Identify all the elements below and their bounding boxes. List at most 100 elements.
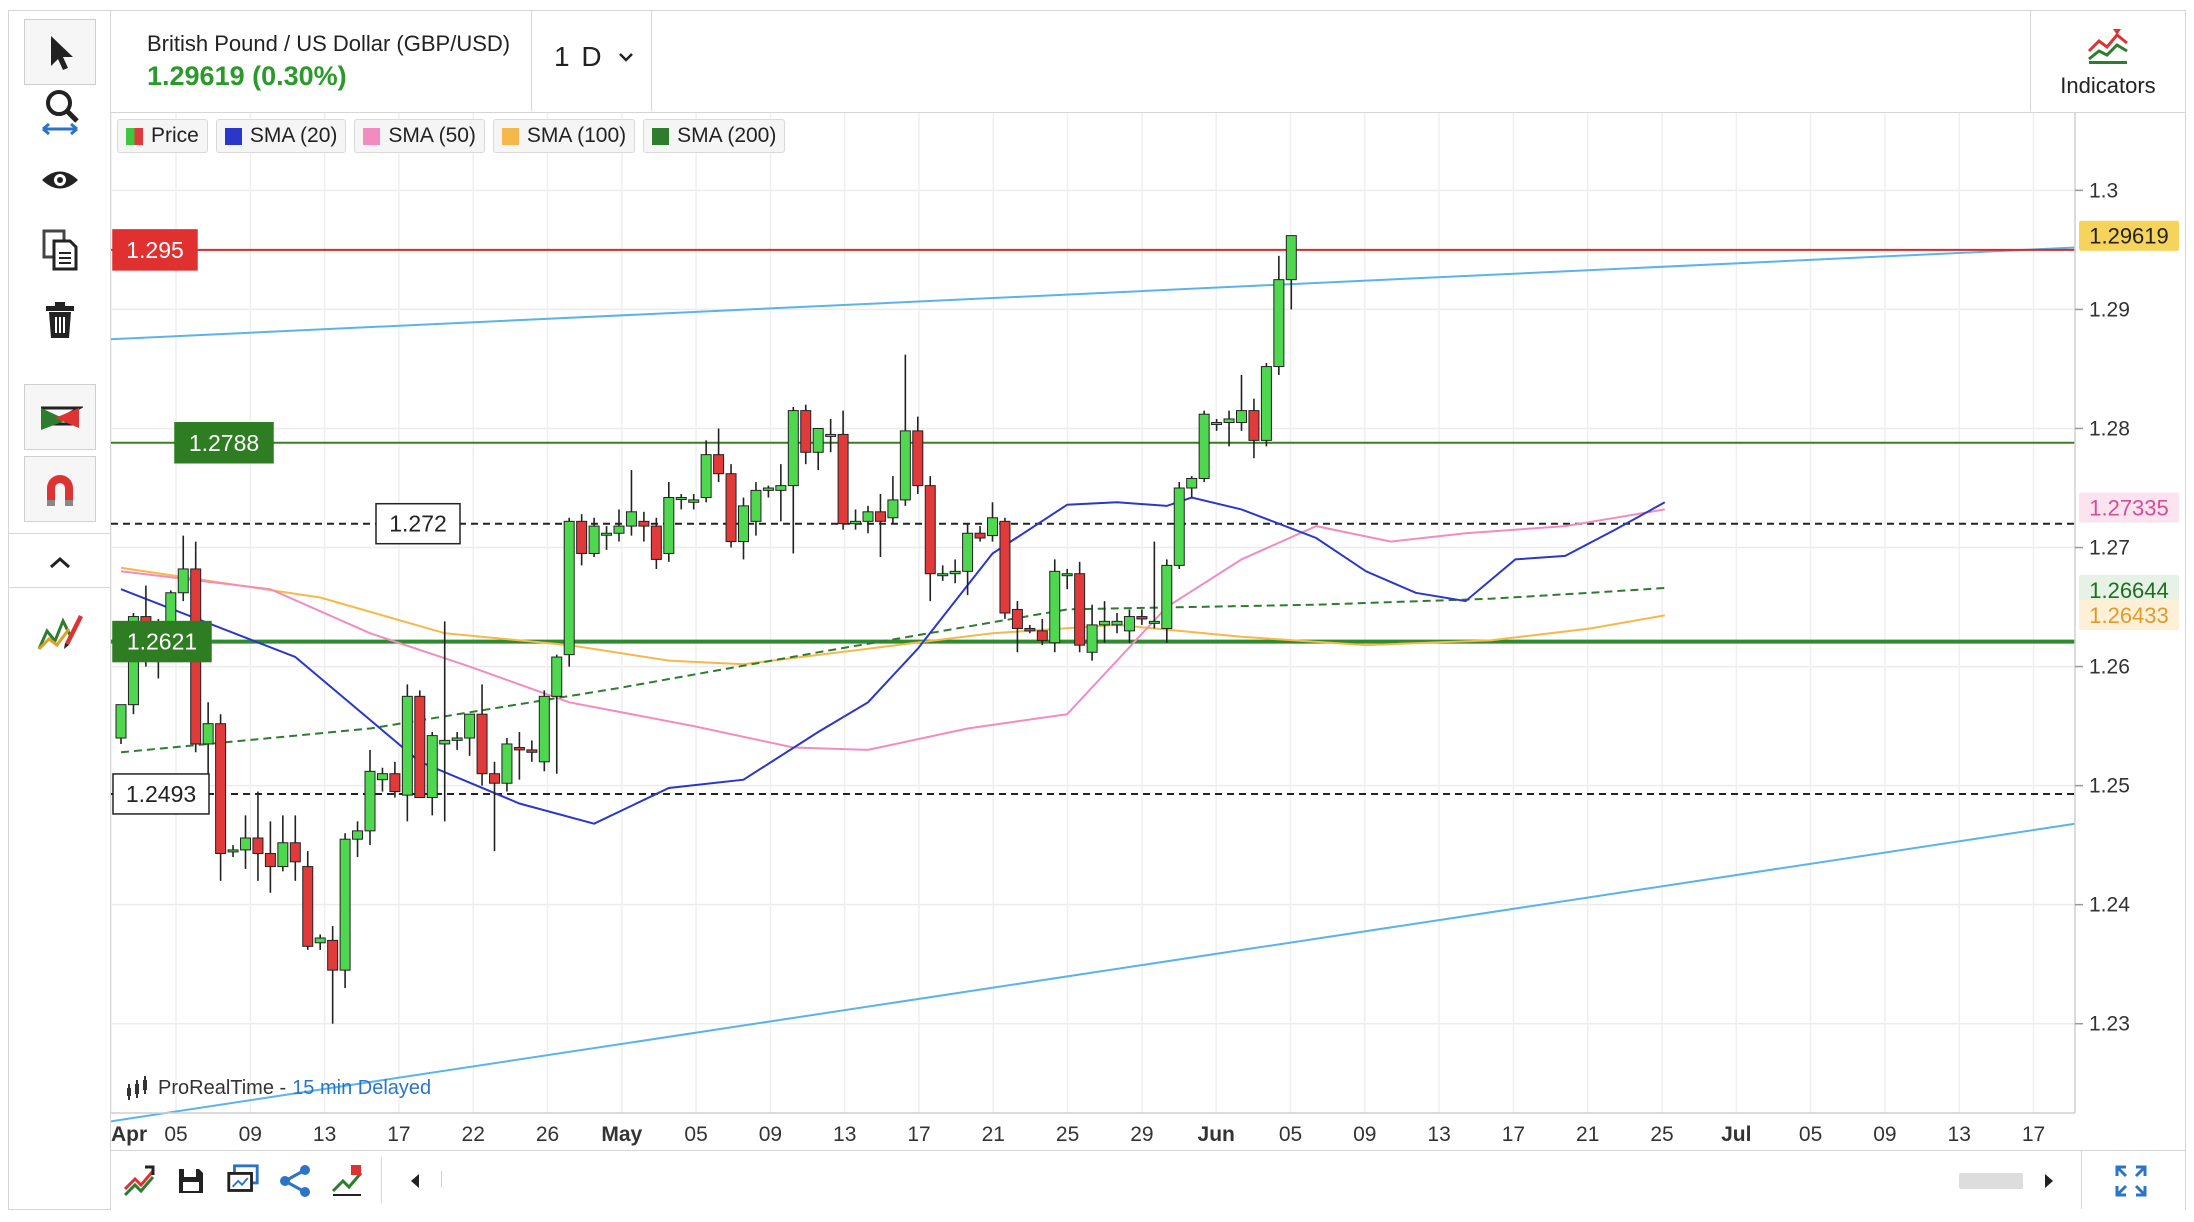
interval-selector[interactable]: 1 D xyxy=(554,41,634,73)
candle-body xyxy=(1198,413,1210,479)
pointer-icon[interactable] xyxy=(24,19,96,85)
candle xyxy=(588,517,600,558)
candle xyxy=(688,493,700,510)
copy-icon[interactable] xyxy=(24,217,96,283)
candle-body xyxy=(1111,620,1123,626)
y-axis[interactable]: 1.3 1.29 1.28 1.27 1.26 1.25 1.24 1.23 xyxy=(2075,179,2130,1036)
candle-body xyxy=(713,454,725,475)
candle-body xyxy=(538,695,550,763)
price-label-box xyxy=(2079,574,2179,605)
level-label[interactable]: 1.2493 xyxy=(112,773,210,815)
candle xyxy=(289,815,301,881)
candle xyxy=(476,684,488,786)
legend-sma50[interactable]: SMA (50) xyxy=(354,119,485,153)
level-label[interactable]: 1.272 xyxy=(375,502,461,545)
legend-sma200[interactable]: SMA (200) xyxy=(643,119,786,153)
x-axis[interactable]: Apr 05 09 13 17 22 26 May 05 09 13 17 21 25 29 Jun 05 09 1… xyxy=(111,1123,2045,1146)
legend-price[interactable]: Price xyxy=(117,119,208,153)
x-tick-label: 25 xyxy=(1056,1123,1079,1146)
legend-label: SMA (20) xyxy=(249,124,338,147)
zoom-icon[interactable] xyxy=(24,77,96,143)
scroll-left-icon[interactable] xyxy=(397,1163,433,1199)
replay-icon[interactable] xyxy=(329,1163,365,1199)
x-tick-label: Apr xyxy=(111,1123,147,1146)
candle-body xyxy=(962,532,974,572)
legend-sma100[interactable]: SMA (100) xyxy=(492,119,636,153)
channel-lower-line[interactable] xyxy=(111,822,2076,1123)
candle xyxy=(887,476,899,524)
price-label-box xyxy=(2079,492,2179,523)
candle xyxy=(115,704,127,744)
candle-body xyxy=(1260,366,1272,441)
swap-chart-icon[interactable] xyxy=(121,1163,157,1199)
candle-body xyxy=(1223,418,1235,424)
candle-body xyxy=(376,773,388,781)
candle-body xyxy=(1024,627,1036,632)
level-label[interactable]: 1.2621 xyxy=(112,620,212,663)
trend-channel[interactable] xyxy=(111,246,2076,1123)
candle-body xyxy=(327,939,339,971)
sma100-line xyxy=(120,566,1665,666)
candle xyxy=(912,416,924,494)
draw-icon[interactable] xyxy=(24,599,96,665)
candle xyxy=(227,845,239,858)
delay-note[interactable]: 15 min Delayed xyxy=(292,1076,432,1099)
share-icon[interactable] xyxy=(277,1163,313,1199)
candle xyxy=(563,517,575,667)
sma20-line xyxy=(120,496,1666,825)
layout-icon[interactable] xyxy=(225,1163,261,1199)
pattern-icon[interactable] xyxy=(24,384,96,450)
candle xyxy=(401,684,413,822)
trash-icon[interactable] xyxy=(24,287,96,353)
x-tick-label: 09 xyxy=(1353,1123,1376,1146)
candle xyxy=(1211,418,1223,431)
candle-body xyxy=(738,505,749,543)
x-tick-label: 25 xyxy=(1650,1123,1673,1146)
scrollbar-thumb[interactable] xyxy=(1959,1173,2023,1189)
scroll-right-icon[interactable] xyxy=(2031,1163,2067,1199)
candles-logo-icon xyxy=(127,1076,147,1100)
candle-body xyxy=(264,852,276,868)
level-label-box[interactable] xyxy=(112,229,198,271)
channel-upper-line[interactable] xyxy=(111,246,2076,341)
candle-body xyxy=(613,525,625,534)
x-tick-label: 05 xyxy=(164,1123,187,1146)
collapse-icon[interactable] xyxy=(24,537,96,587)
magnet-icon[interactable] xyxy=(24,456,96,522)
price-chart[interactable]: 1.3 1.29 1.28 1.27 1.26 1.25 1.24 1.23 Apr 05 09 13… xyxy=(111,113,2185,1150)
level-labels[interactable]: 1.295 1.2788 1.272 1.2621 1.2493 xyxy=(112,229,461,815)
level-label[interactable]: 1.295 xyxy=(112,229,198,271)
x-tick-label: 17 xyxy=(387,1123,410,1146)
candle xyxy=(1024,624,1036,634)
candle xyxy=(1236,374,1247,431)
x-tick-label: 29 xyxy=(1130,1123,1153,1146)
candle-body xyxy=(364,770,376,832)
legend-sma20[interactable]: SMA (20) xyxy=(215,119,347,153)
candle-body xyxy=(1074,573,1086,646)
save-icon[interactable] xyxy=(173,1163,209,1199)
candle xyxy=(625,470,637,536)
candle-body xyxy=(1086,624,1098,653)
level-label[interactable]: 1.2788 xyxy=(174,422,274,464)
candle xyxy=(850,509,862,530)
bottom-toolbar xyxy=(111,1150,2185,1210)
level-label-box[interactable] xyxy=(112,773,210,815)
level-label-box[interactable] xyxy=(174,422,274,464)
drawing-toolbar xyxy=(9,11,111,1209)
candle-body xyxy=(688,499,700,503)
indicators-label: Indicators xyxy=(2060,73,2156,98)
price-label: 1.27335 xyxy=(2079,492,2179,523)
level-label-box[interactable] xyxy=(112,620,212,663)
indicators-button[interactable]: Indicators xyxy=(2031,11,2185,111)
level-label-box[interactable] xyxy=(375,502,461,545)
candle xyxy=(551,654,563,774)
candle xyxy=(974,526,986,542)
candle-body xyxy=(638,520,650,527)
candle-body xyxy=(439,739,451,745)
candle xyxy=(451,732,463,750)
candle xyxy=(812,427,824,471)
eye-icon[interactable] xyxy=(24,147,96,213)
fullscreen-icon[interactable] xyxy=(2113,1163,2149,1199)
candle-body xyxy=(601,532,613,536)
candle xyxy=(937,565,949,581)
